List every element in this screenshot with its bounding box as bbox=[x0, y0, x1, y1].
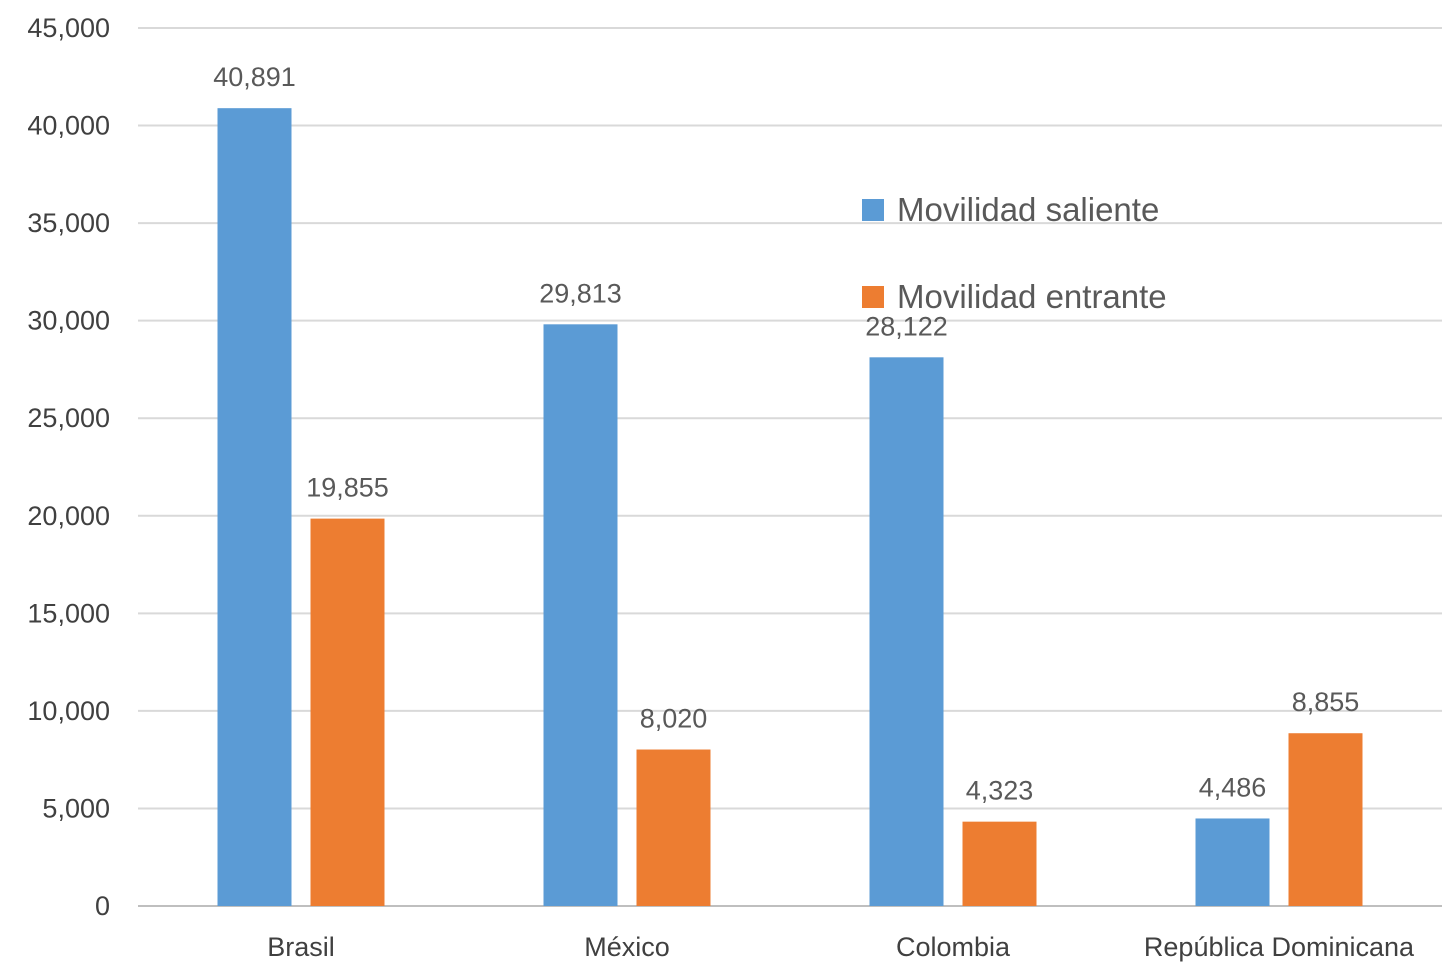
legend: Movilidad saliente Movilidad entrante bbox=[862, 191, 1167, 315]
y-tick-label: 45,000 bbox=[27, 13, 110, 43]
y-tick-label: 5,000 bbox=[42, 793, 110, 823]
x-tick-label: Brasil bbox=[267, 932, 335, 962]
y-tick-label: 10,000 bbox=[27, 696, 110, 726]
legend-label: Movilidad saliente bbox=[897, 191, 1159, 228]
bar-entrante-1 bbox=[636, 749, 711, 906]
data-label: 40,891 bbox=[213, 62, 296, 92]
y-tick-label: 30,000 bbox=[27, 306, 110, 336]
bars bbox=[217, 108, 1363, 907]
bar-entrante-0 bbox=[310, 518, 385, 906]
y-axis-tick-labels: 0 5,000 10,000 15,000 20,000 25,000 30,000 35,0… bbox=[27, 13, 110, 921]
x-axis-tick-labels: Brasil México Colombia República Dominicana bbox=[267, 932, 1415, 962]
bar-saliente-2 bbox=[869, 357, 944, 906]
bar-entrante-2 bbox=[962, 821, 1037, 906]
bar-saliente-3 bbox=[1195, 818, 1270, 906]
y-tick-label: 15,000 bbox=[27, 598, 110, 628]
data-label: 4,323 bbox=[966, 776, 1034, 806]
bar-entrante-3 bbox=[1288, 733, 1363, 906]
legend-label: Movilidad entrante bbox=[897, 278, 1167, 315]
data-label: 8,020 bbox=[640, 704, 708, 734]
legend-swatch bbox=[862, 286, 884, 308]
x-tick-label: México bbox=[584, 932, 670, 962]
data-label: 28,122 bbox=[865, 311, 948, 341]
y-tick-label: 35,000 bbox=[27, 208, 110, 238]
y-tick-label: 40,000 bbox=[27, 111, 110, 141]
x-tick-label: Colombia bbox=[896, 932, 1011, 962]
legend-swatch bbox=[862, 199, 884, 221]
data-labels: 40,891 19,855 29,813 8,020 28,122 4,323 4,486 8… bbox=[213, 62, 1359, 805]
bar-saliente-0 bbox=[217, 108, 292, 907]
bar-saliente-1 bbox=[543, 324, 618, 906]
data-label: 19,855 bbox=[306, 473, 389, 503]
y-tick-label: 20,000 bbox=[27, 501, 110, 531]
y-tick-label: 0 bbox=[95, 891, 110, 921]
data-label: 8,855 bbox=[1292, 687, 1360, 717]
data-label: 29,813 bbox=[539, 278, 622, 308]
data-label: 4,486 bbox=[1199, 772, 1267, 802]
y-tick-label: 25,000 bbox=[27, 403, 110, 433]
x-tick-label: República Dominicana bbox=[1144, 932, 1415, 962]
